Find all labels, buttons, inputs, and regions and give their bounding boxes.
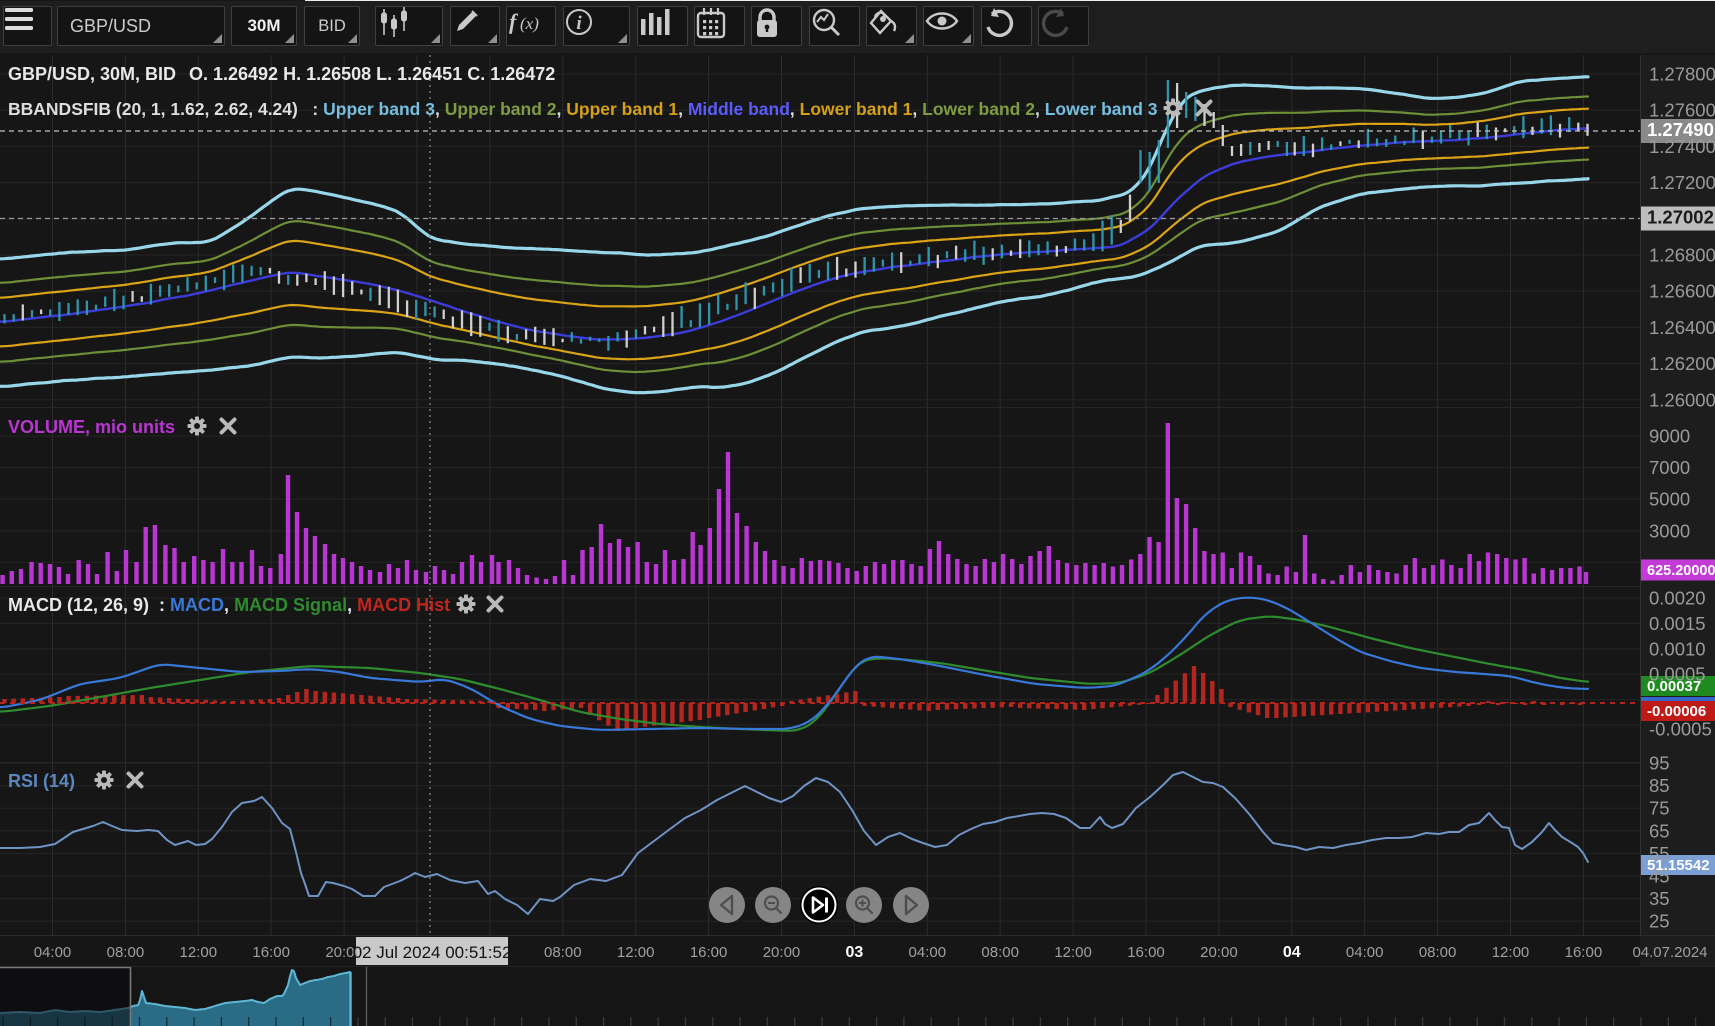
svg-text:VOLUME, mio units: VOLUME, mio units bbox=[8, 417, 175, 437]
svg-text:1.27400: 1.27400 bbox=[1649, 136, 1715, 157]
svg-text:08:00: 08:00 bbox=[544, 944, 582, 961]
svg-text:BBANDSFIB (20, 1, 1.62, 2.62,: BBANDSFIB (20, 1, 1.62, 2.62, 4.24) : Up… bbox=[8, 99, 1158, 119]
svg-text:3000: 3000 bbox=[1649, 520, 1690, 541]
svg-text:85: 85 bbox=[1649, 775, 1670, 796]
svg-text:0.0005: 0.0005 bbox=[1649, 664, 1706, 685]
svg-text:1.26400: 1.26400 bbox=[1649, 317, 1715, 338]
svg-text:12:00: 12:00 bbox=[617, 944, 655, 961]
svg-text:95: 95 bbox=[1649, 753, 1670, 774]
svg-text:9000: 9000 bbox=[1649, 426, 1690, 447]
svg-text:1.26200: 1.26200 bbox=[1649, 353, 1715, 374]
svg-text:1.27200: 1.27200 bbox=[1649, 172, 1715, 193]
svg-text:20:00: 20:00 bbox=[763, 944, 801, 961]
svg-text:12:00: 12:00 bbox=[1492, 944, 1530, 961]
svg-text:-0.00006: -0.00006 bbox=[1647, 703, 1706, 720]
svg-text:75: 75 bbox=[1649, 798, 1670, 819]
svg-text:O. 1.26492 H. 1.26508 L. 1.264: O. 1.26492 H. 1.26508 L. 1.26451 C. 1.26… bbox=[189, 64, 555, 84]
svg-text:0.0010: 0.0010 bbox=[1649, 638, 1706, 659]
svg-text:04: 04 bbox=[1283, 944, 1301, 961]
svg-text:20:00: 20:00 bbox=[1200, 944, 1238, 961]
svg-text:12:00: 12:00 bbox=[180, 944, 218, 961]
svg-text:51.15542: 51.15542 bbox=[1647, 857, 1710, 874]
svg-text:5000: 5000 bbox=[1649, 489, 1690, 510]
svg-text:1.27002: 1.27002 bbox=[1647, 207, 1714, 228]
svg-text:04.07.2024: 04.07.2024 bbox=[1632, 944, 1707, 961]
svg-text:0.0015: 0.0015 bbox=[1649, 613, 1706, 634]
svg-text:MACD (12, 26, 9) : MACD, MACD: MACD (12, 26, 9) : MACD, MACD Signal, MA… bbox=[8, 595, 450, 615]
svg-text:i: i bbox=[576, 13, 582, 34]
svg-text:RSI (14): RSI (14) bbox=[8, 771, 75, 791]
svg-text:1.27490: 1.27490 bbox=[1647, 119, 1714, 140]
svg-text:08:00: 08:00 bbox=[107, 944, 145, 961]
svg-text:25: 25 bbox=[1649, 911, 1670, 932]
svg-text:1.26600: 1.26600 bbox=[1649, 281, 1715, 302]
svg-text:f: f bbox=[509, 9, 519, 34]
svg-text:1.27600: 1.27600 bbox=[1649, 100, 1715, 121]
svg-text:12:00: 12:00 bbox=[1054, 944, 1092, 961]
svg-text:16:00: 16:00 bbox=[252, 944, 290, 961]
svg-text:35: 35 bbox=[1649, 888, 1670, 909]
svg-text:20:00: 20:00 bbox=[325, 944, 363, 961]
svg-text:1.26000: 1.26000 bbox=[1649, 389, 1715, 410]
svg-text:1.27800: 1.27800 bbox=[1649, 64, 1715, 85]
svg-text:04:00: 04:00 bbox=[909, 944, 947, 961]
svg-text:08:00: 08:00 bbox=[1419, 944, 1457, 961]
svg-text:02 Jul 2024 00:51:52: 02 Jul 2024 00:51:52 bbox=[353, 943, 512, 962]
svg-text:16:00: 16:00 bbox=[1127, 944, 1165, 961]
svg-text:GBP/USD, 30M, BID: GBP/USD, 30M, BID bbox=[8, 64, 176, 84]
svg-text:0.0020: 0.0020 bbox=[1649, 588, 1706, 609]
svg-text:45: 45 bbox=[1649, 866, 1670, 887]
svg-text:08:00: 08:00 bbox=[981, 944, 1019, 961]
svg-text:-0.0005: -0.0005 bbox=[1649, 719, 1712, 740]
svg-text:04:00: 04:00 bbox=[1346, 944, 1384, 961]
svg-text:7000: 7000 bbox=[1649, 457, 1690, 478]
svg-text:03: 03 bbox=[846, 944, 864, 961]
svg-text:0.00037: 0.00037 bbox=[1647, 678, 1701, 695]
svg-text:16:00: 16:00 bbox=[1565, 944, 1603, 961]
svg-text:04:00: 04:00 bbox=[34, 944, 72, 961]
svg-text:16:00: 16:00 bbox=[690, 944, 728, 961]
svg-text:625.20000: 625.20000 bbox=[1647, 563, 1715, 579]
svg-text:65: 65 bbox=[1649, 820, 1670, 841]
svg-text:1.26800: 1.26800 bbox=[1649, 245, 1715, 266]
svg-text:55: 55 bbox=[1649, 843, 1670, 864]
svg-text:(x): (x) bbox=[520, 14, 539, 33]
